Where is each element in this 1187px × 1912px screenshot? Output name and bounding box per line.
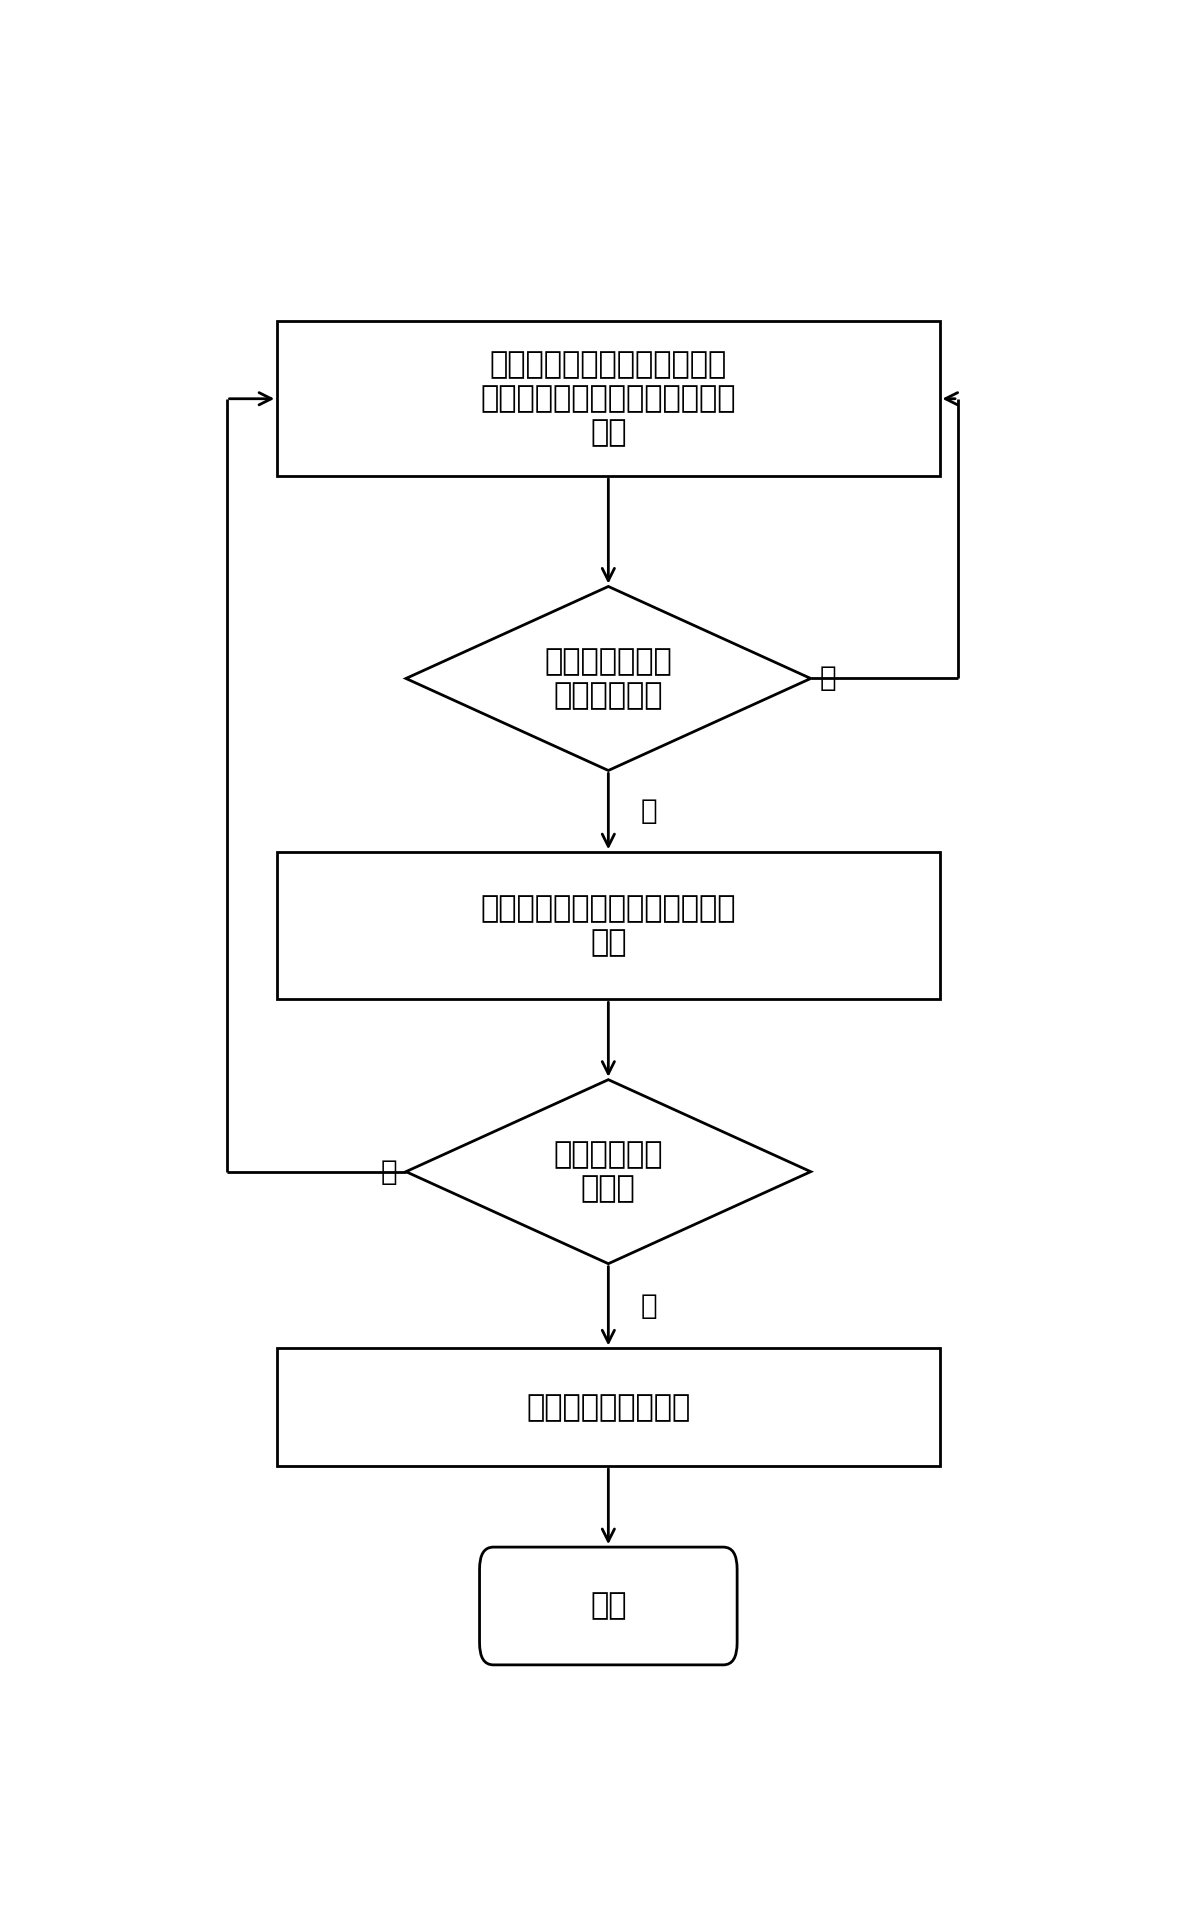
- Polygon shape: [406, 1080, 811, 1264]
- FancyBboxPatch shape: [277, 1348, 940, 1467]
- Text: 结束: 结束: [590, 1591, 627, 1621]
- FancyBboxPatch shape: [277, 321, 940, 476]
- Text: 激发成像序列，采集磁共振成像
数据: 激发成像序列，采集磁共振成像 数据: [481, 895, 736, 958]
- Text: 否: 否: [820, 665, 837, 692]
- Polygon shape: [406, 587, 811, 771]
- Text: 否: 否: [380, 1157, 396, 1185]
- Text: 是: 是: [641, 797, 658, 826]
- Text: 利用呼吸导航序列监测呼吸运
动，利用心电导航序列监测血管
搏动: 利用呼吸导航序列监测呼吸运 动，利用心电导航序列监测血管 搏动: [481, 350, 736, 447]
- FancyBboxPatch shape: [480, 1547, 737, 1665]
- Text: 成像数据采集
完成？: 成像数据采集 完成？: [553, 1140, 664, 1203]
- Text: 重建得到磁共振图像: 重建得到磁共振图像: [526, 1392, 691, 1423]
- FancyBboxPatch shape: [277, 853, 940, 1000]
- Text: 生理状态满足预
定扫描条件？: 生理状态满足预 定扫描条件？: [545, 646, 672, 709]
- Text: 是: 是: [641, 1293, 658, 1319]
